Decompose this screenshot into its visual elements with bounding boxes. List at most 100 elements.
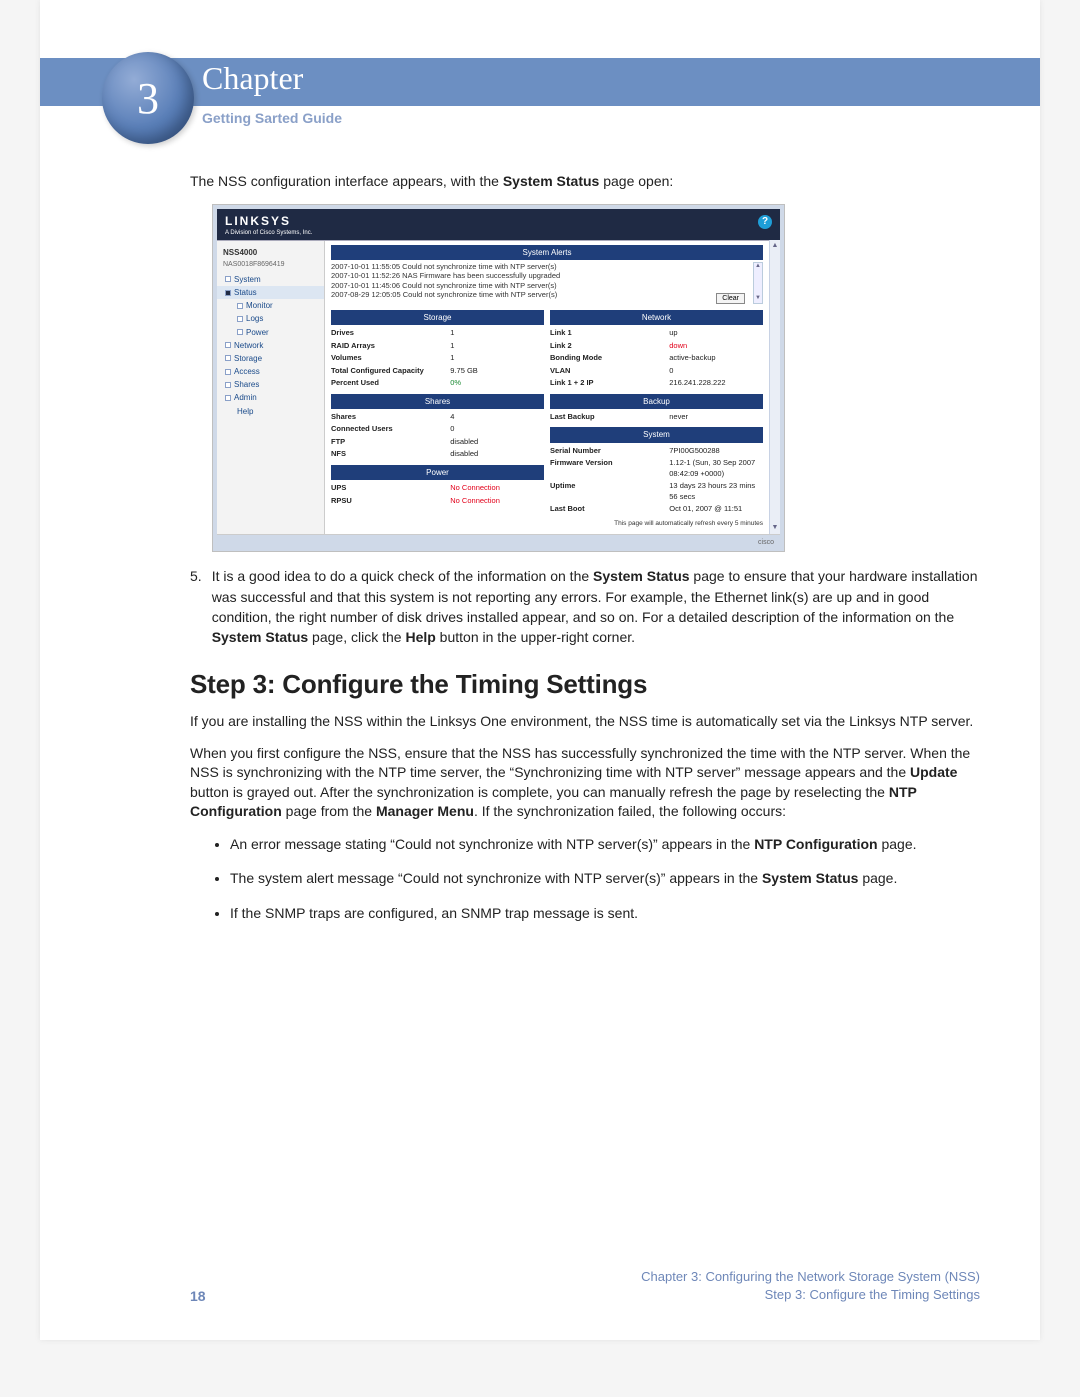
nav-item-access[interactable]: Access	[217, 365, 324, 378]
col-left: Storage Drives1RAID Arrays1Volumes1Total…	[331, 310, 544, 528]
product-serial: NAS0018F8696419	[217, 260, 324, 273]
kv-value: Oct 01, 2007 @ 11:51	[669, 504, 763, 515]
intro-line: The NSS configuration interface appears,…	[190, 172, 990, 192]
chapter-number-badge: 3	[102, 52, 194, 144]
kv-value: 13 days 23 hours 23 mins 56 secs	[669, 481, 763, 502]
nav-item-status[interactable]: Status	[217, 286, 324, 299]
product-name: NSS4000	[217, 245, 324, 260]
kv-row: Volumes1	[331, 352, 544, 365]
kv-value: 4	[450, 412, 544, 423]
kv-row: Total Configured Capacity9.75 GB	[331, 365, 544, 378]
intro-post: page open:	[599, 173, 673, 189]
network-header: Network	[550, 310, 763, 325]
nav-item-system[interactable]: System	[217, 273, 324, 286]
kv-value: disabled	[450, 437, 544, 448]
kv-row: FTPdisabled	[331, 436, 544, 449]
kv-key: NFS	[331, 449, 450, 460]
chapter-label: Chapter	[202, 60, 303, 97]
nav-item-network[interactable]: Network	[217, 339, 324, 352]
kv-value: 1.12-1 (Sun, 30 Sep 2007 08:42:09 +0000)	[669, 458, 763, 479]
nav-item-monitor[interactable]: Monitor	[217, 299, 324, 312]
linksys-logo: LINKSYS	[225, 213, 312, 230]
kv-row: Serial Number7PI00G500288	[550, 445, 763, 458]
kv-row: Connected Users0	[331, 423, 544, 436]
scroll-down-icon: ▼	[770, 522, 780, 534]
kv-key: VLAN	[550, 366, 669, 377]
nav-item-power[interactable]: Power	[217, 326, 324, 339]
alert-line: 2007-10-01 11:45:06 Could not synchroniz…	[331, 281, 749, 290]
kv-row: Uptime13 days 23 hours 23 mins 56 secs	[550, 480, 763, 503]
scroll-up-icon: ▲	[770, 240, 780, 252]
help-icon[interactable]: ?	[758, 215, 772, 229]
alert-line: 2007-10-01 11:52:26 NAS Firmware has bee…	[331, 271, 749, 280]
kv-row: NFSdisabled	[331, 448, 544, 461]
bullet-item: The system alert message “Could not sync…	[230, 868, 990, 888]
page-content: The NSS configuration interface appears,…	[190, 172, 990, 937]
system-header: System	[550, 427, 763, 442]
step-5-number: 5.	[190, 566, 202, 647]
nav-item-label: Monitor	[246, 300, 273, 311]
kv-value: 0	[450, 424, 544, 435]
kv-key: Total Configured Capacity	[331, 366, 450, 377]
kv-row: Link 1 + 2 IP216.241.228.222	[550, 377, 763, 390]
alert-line: 2007-10-01 11:55:05 Could not synchroniz…	[331, 262, 749, 271]
kv-row: UPSNo Connection	[331, 482, 544, 495]
nav-box-icon	[225, 382, 231, 388]
kv-key: RAID Arrays	[331, 341, 450, 352]
kv-key: RPSU	[331, 496, 450, 507]
kv-row: Last Backupnever	[550, 411, 763, 424]
kv-key: Serial Number	[550, 446, 669, 457]
main-panel: System Alerts 2007-10-01 11:55:05 Could …	[325, 241, 769, 534]
kv-value: 0%	[450, 378, 544, 389]
para-2: When you first configure the NSS, ensure…	[190, 744, 990, 822]
guide-subtitle: Getting Sarted Guide	[202, 110, 342, 126]
kv-value: down	[669, 341, 763, 352]
kv-value: No Connection	[450, 483, 544, 494]
nav-box-icon	[237, 303, 243, 309]
kv-row: Last BootOct 01, 2007 @ 11:51	[550, 503, 763, 516]
cisco-footer: cisco	[217, 534, 780, 548]
app-header-bar: LINKSYS A Division of Cisco Systems, Inc…	[217, 209, 780, 240]
storage-header: Storage	[331, 310, 544, 325]
kv-key: Last Backup	[550, 412, 669, 423]
kv-row: Drives1	[331, 327, 544, 340]
intro-bold: System Status	[503, 173, 599, 189]
kv-value: up	[669, 328, 763, 339]
kv-key: Drives	[331, 328, 450, 339]
kv-row: Bonding Modeactive-backup	[550, 352, 763, 365]
alerts-box: 2007-10-01 11:55:05 Could not synchroniz…	[331, 262, 763, 304]
kv-row: Firmware Version1.12-1 (Sun, 30 Sep 2007…	[550, 457, 763, 480]
nav-item-help[interactable]: Help	[217, 405, 324, 418]
kv-value: 0	[669, 366, 763, 377]
nav-box-icon	[225, 290, 231, 296]
nav-item-logs[interactable]: Logs	[217, 312, 324, 325]
kv-value: disabled	[450, 449, 544, 460]
para-1: If you are installing the NSS within the…	[190, 712, 990, 732]
nav-item-shares[interactable]: Shares	[217, 378, 324, 391]
nav-box-icon	[225, 395, 231, 401]
nav-item-admin[interactable]: Admin	[217, 391, 324, 404]
kv-row: Link 1up	[550, 327, 763, 340]
kv-key: Firmware Version	[550, 458, 669, 479]
kv-value: active-backup	[669, 353, 763, 364]
kv-value: 216.241.228.222	[669, 378, 763, 389]
kv-value: 9.75 GB	[450, 366, 544, 377]
shares-header: Shares	[331, 394, 544, 409]
kv-value: No Connection	[450, 496, 544, 507]
backup-header: Backup	[550, 394, 763, 409]
alerts-scrollbar[interactable]	[753, 262, 763, 304]
kv-key: Shares	[331, 412, 450, 423]
refresh-footnote: This page will automatically refresh eve…	[550, 519, 763, 528]
nav-item-storage[interactable]: Storage	[217, 352, 324, 365]
page-scrollbar[interactable]: ▲ ▼	[769, 240, 780, 534]
kv-key: Link 1 + 2 IP	[550, 378, 669, 389]
kv-row: Percent Used0%	[331, 377, 544, 390]
bullet-item: An error message stating “Could not sync…	[230, 834, 990, 854]
kv-key: Volumes	[331, 353, 450, 364]
step-5-text: It is a good idea to do a quick check of…	[212, 566, 990, 647]
clear-button[interactable]: Clear	[716, 293, 745, 304]
nav-sidebar: NSS4000 NAS0018F8696419 SystemStatusMoni…	[217, 241, 325, 534]
nav-box-icon	[237, 316, 243, 322]
kv-key: Link 2	[550, 341, 669, 352]
page-footer: 18 Chapter 3: Configuring the Network St…	[190, 1268, 980, 1304]
